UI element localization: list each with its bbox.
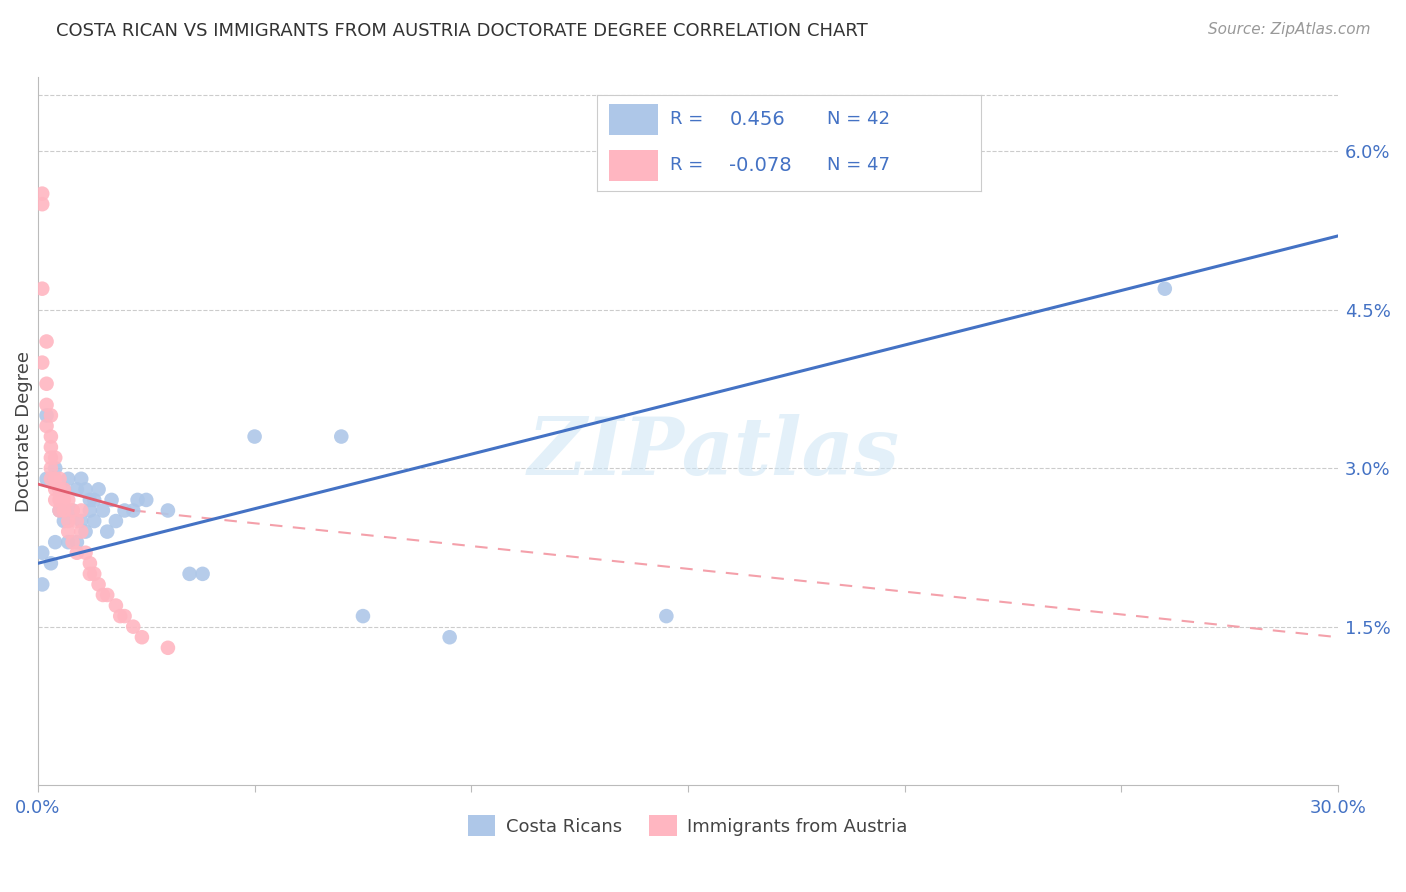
Point [100,492,122,507]
Point [66,535,89,549]
Point [131,630,153,644]
Point [66,546,89,560]
Y-axis label: Doctorate Degree: Doctorate Degree [15,351,32,512]
Point [70,472,93,486]
Point [39,556,62,570]
Point [83,514,105,528]
Point [44,461,66,475]
Point [31,577,53,591]
Point [96,588,118,602]
Point [62,503,84,517]
Point [62,503,84,517]
Point [191,566,214,581]
Point [96,524,118,539]
Point [48,483,70,497]
Point [330,429,353,443]
Point [31,197,53,211]
Point [66,514,89,528]
Point [104,514,127,528]
Point [35,398,58,412]
Point [35,472,58,486]
Point [83,492,105,507]
Point [48,492,70,507]
Point [52,503,75,517]
Point [79,566,101,581]
Point [39,409,62,423]
Point [70,524,93,539]
Point [135,492,157,507]
Point [31,356,53,370]
Point [79,503,101,517]
Point [52,514,75,528]
Point [70,503,93,517]
Point [39,461,62,475]
Point [122,503,145,517]
Point [58,535,80,549]
Point [44,450,66,465]
Point [39,472,62,486]
Point [52,483,75,497]
Text: COSTA RICAN VS IMMIGRANTS FROM AUSTRIA DOCTORATE DEGREE CORRELATION CHART: COSTA RICAN VS IMMIGRANTS FROM AUSTRIA D… [56,22,868,40]
Point [122,620,145,634]
Point [48,472,70,486]
Point [52,492,75,507]
Point [91,588,114,602]
Point [58,514,80,528]
Point [44,492,66,507]
Point [87,483,110,497]
Point [156,503,179,517]
Point [44,535,66,549]
Point [39,450,62,465]
Point [66,483,89,497]
Point [83,566,105,581]
Point [655,609,678,624]
Point [75,483,97,497]
Point [156,640,179,655]
Text: ZIPatlas: ZIPatlas [529,414,900,491]
Point [75,546,97,560]
Point [1153,282,1175,296]
Point [179,566,201,581]
Point [58,492,80,507]
Point [439,630,461,644]
Point [44,483,66,497]
Point [62,535,84,549]
Point [39,429,62,443]
Point [35,419,58,434]
Point [114,609,136,624]
Legend: Costa Ricans, Immigrants from Austria: Costa Ricans, Immigrants from Austria [461,808,915,843]
Point [44,472,66,486]
Point [58,524,80,539]
Point [114,503,136,517]
Point [39,440,62,454]
Point [352,609,374,624]
Point [58,472,80,486]
Point [79,492,101,507]
Point [48,503,70,517]
Point [91,503,114,517]
Text: Source: ZipAtlas.com: Source: ZipAtlas.com [1208,22,1371,37]
Point [70,514,93,528]
Point [87,577,110,591]
Point [79,556,101,570]
Point [104,599,127,613]
Point [75,524,97,539]
Point [243,429,266,443]
Point [31,186,53,201]
Point [35,334,58,349]
Point [31,546,53,560]
Point [127,492,149,507]
Point [110,609,132,624]
Point [48,503,70,517]
Point [35,376,58,391]
Point [48,483,70,497]
Point [31,282,53,296]
Point [52,483,75,497]
Point [35,409,58,423]
